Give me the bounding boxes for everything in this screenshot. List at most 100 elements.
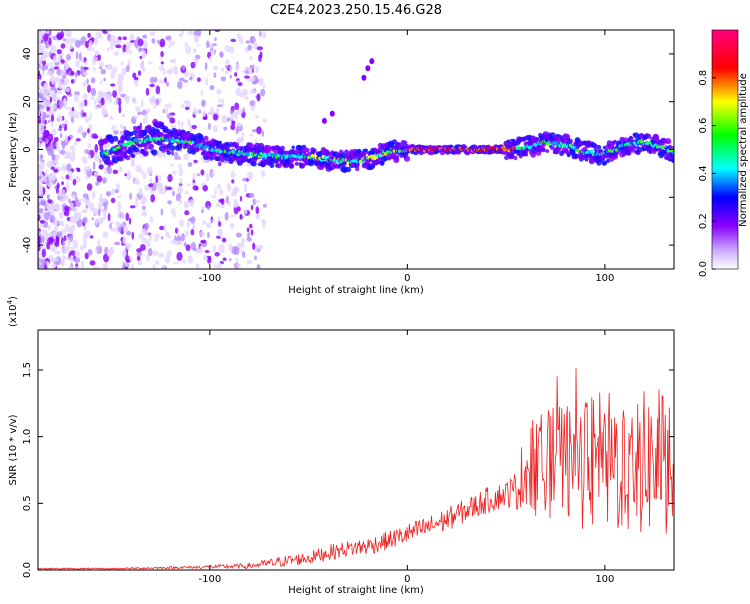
snr-frame (37, 329, 675, 571)
noise-point (234, 102, 240, 111)
noise-point (53, 168, 59, 173)
snr-y-tick-label: 0.0 (22, 562, 33, 578)
noise-point (144, 113, 148, 118)
noise-point (65, 58, 69, 66)
ridge-halo-point (593, 143, 598, 149)
noise-point (170, 124, 177, 129)
noise-point (155, 175, 159, 184)
noise-point (230, 124, 236, 131)
spectrogram-x-axis-label: Height of straight line (km) (288, 285, 424, 296)
snr-y-axis-label: SNR (10 * v/v) (8, 414, 19, 485)
noise-point (230, 214, 236, 218)
noise-point (210, 49, 216, 56)
noise-point (237, 122, 243, 127)
noise-point (179, 77, 185, 82)
ridge-halo-point (202, 140, 206, 145)
noise-point (39, 161, 46, 170)
ridge-halo-point (99, 146, 104, 151)
noise-point (126, 173, 132, 181)
noise-point (189, 123, 193, 133)
noise-point (176, 185, 183, 193)
noise-point (180, 121, 184, 128)
ridge-halo-point (105, 159, 112, 166)
noise-point (167, 200, 173, 205)
noise-point (89, 202, 95, 211)
noise-point (178, 167, 183, 177)
noise-point (126, 64, 130, 72)
noise-point (221, 98, 225, 107)
noise-point (166, 69, 172, 75)
noise-point (193, 47, 197, 54)
noise-point (50, 159, 54, 166)
noise-point (179, 178, 183, 185)
noise-point (109, 45, 114, 51)
noise-point (164, 255, 171, 264)
noise-point (172, 65, 179, 75)
noise-point (118, 166, 123, 173)
noise-point (91, 217, 94, 221)
noise-point (73, 94, 79, 103)
noise-point (90, 96, 94, 101)
noise-point (202, 110, 206, 118)
noise-point (50, 128, 57, 137)
noise-point (133, 76, 139, 81)
snr-scale-exponent: 4 (6, 299, 14, 304)
noise-point (200, 239, 207, 244)
noise-point (241, 131, 245, 139)
noise-point (38, 88, 43, 94)
noise-point (93, 36, 99, 46)
noise-point (193, 159, 198, 163)
noise-point (152, 264, 156, 269)
noise-point (144, 230, 150, 236)
noise-point (190, 229, 195, 236)
noise-point (183, 100, 190, 104)
noise-point (39, 264, 45, 269)
noise-point (223, 126, 228, 131)
noise-point (69, 145, 76, 151)
noise-point (110, 83, 116, 87)
ridge-halo-point (251, 161, 257, 167)
noise-point (106, 47, 110, 52)
noise-point (65, 174, 70, 180)
noise-point (90, 77, 96, 84)
noise-point (205, 173, 210, 182)
noise-point (181, 30, 184, 36)
spectrogram-x-tick-label: 100 (595, 273, 614, 284)
noise-point (95, 218, 99, 225)
noise-point (250, 36, 253, 45)
ridge-halo-point (626, 151, 632, 156)
noise-point (199, 249, 203, 253)
ridge-halo-point (294, 161, 299, 166)
ridge-halo-point (376, 160, 381, 165)
noise-point (104, 202, 107, 211)
noise-point (42, 33, 49, 42)
noise-point (93, 266, 100, 269)
noise-point (220, 198, 225, 205)
noise-point (251, 80, 258, 85)
noise-point (153, 104, 156, 109)
noise-point (165, 231, 170, 238)
noise-point (96, 104, 103, 108)
noise-point (218, 98, 222, 103)
noise-point (86, 183, 93, 191)
ridge-halo-point (159, 132, 164, 137)
noise-point (136, 248, 142, 253)
ridge-halo-point (209, 156, 214, 161)
noise-point (148, 233, 152, 242)
noise-point (188, 199, 195, 207)
noise-point (39, 56, 46, 62)
noise-point (103, 112, 109, 116)
ridge-halo-point (300, 164, 304, 168)
noise-point (60, 59, 65, 64)
noise-point (116, 96, 119, 105)
noise-point (185, 230, 189, 237)
ridge-core-point (358, 159, 363, 164)
noise-point (141, 49, 147, 59)
noise-point (216, 183, 222, 190)
noise-point (225, 195, 229, 204)
noise-point (47, 133, 54, 143)
ridge-halo-point (294, 157, 299, 162)
ridge-halo-point (148, 143, 154, 150)
noise-point (199, 230, 205, 238)
noise-point (212, 125, 219, 133)
